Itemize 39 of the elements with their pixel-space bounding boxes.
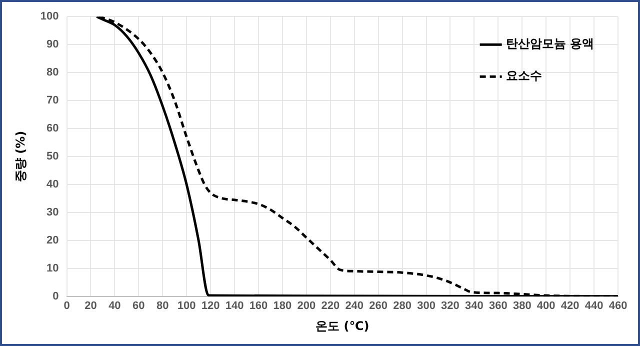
x-tick-label: 140 [225,300,244,312]
x-tick-label: 180 [273,300,292,312]
x-tick-label: 100 [177,300,196,312]
x-tick-label: 260 [369,300,388,312]
x-tick-label: 240 [345,300,364,312]
y-axis-title: 중량 (%) [13,130,28,182]
y-tick-label: 80 [46,66,59,79]
x-tick-label: 460 [608,300,628,312]
x-tick-label: 380 [512,300,532,312]
y-tick-label: 10 [46,262,59,274]
x-tick-label: 420 [560,300,580,312]
x-axis-title: 온도 (℃) [316,318,370,333]
x-tick-label: 360 [488,300,508,312]
x-tick-label: 200 [297,300,316,312]
legend-label: 탄산암모늄 용액 [506,36,594,51]
y-tick-label: 70 [46,94,59,107]
x-tick-label: 220 [321,300,340,312]
x-tick-label: 300 [417,300,436,312]
y-tick-label: 90 [46,38,59,51]
legend-label: 요소수 [506,68,542,83]
y-tick-label: 20 [46,234,59,246]
x-tick-label: 280 [393,300,412,312]
y-tick-label: 30 [46,206,59,218]
x-tick-label: 440 [584,300,604,312]
x-tick-label: 400 [536,300,556,312]
x-tick-label: 340 [465,300,484,312]
x-tick-label: 20 [84,300,97,312]
x-tick-label: 80 [156,300,169,312]
x-tick-label: 40 [108,300,121,312]
y-tick-label: 60 [46,122,59,135]
y-tick-label: 100 [40,10,59,23]
y-tick-label: 50 [46,150,59,163]
x-tick-label: 160 [249,300,268,312]
x-tick-label: 60 [132,300,145,312]
y-tick-label: 0 [52,290,59,302]
x-tick-label: 120 [201,300,220,312]
x-tick-label: 320 [441,300,460,312]
y-tick-label: 40 [46,178,59,191]
x-tick-label: 0 [64,300,70,312]
